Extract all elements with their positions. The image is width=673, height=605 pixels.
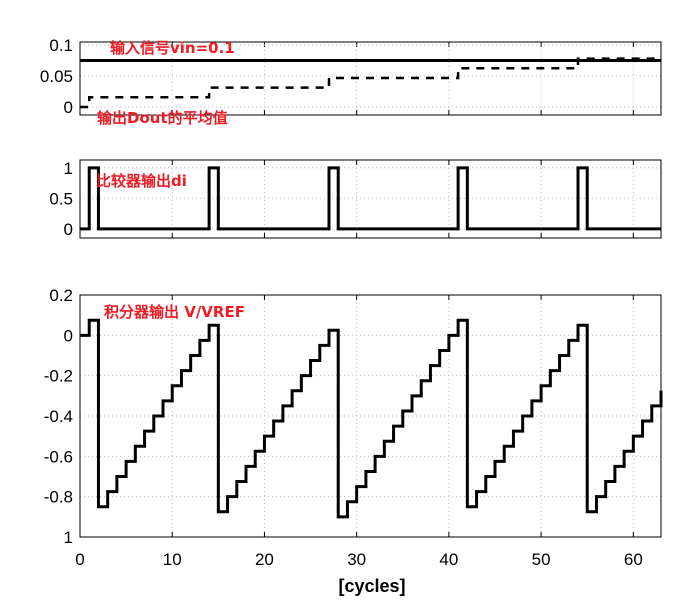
y-tick-label: -0.2 bbox=[44, 367, 73, 386]
y-tick-label: 0 bbox=[64, 98, 73, 117]
y-tick-label: 0.05 bbox=[40, 67, 73, 86]
x-axis-label: [cycles] bbox=[338, 576, 405, 596]
x-tick-label: 40 bbox=[439, 550, 458, 569]
y-tick-label: 0.5 bbox=[49, 189, 73, 208]
subplot-vin-dout: 0.1 0.05 0 bbox=[40, 36, 662, 117]
x-tick-label: 60 bbox=[624, 550, 643, 569]
x-tick-label: 50 bbox=[532, 550, 551, 569]
series-line-dashed bbox=[80, 57, 661, 109]
subplot-integrator: 0.20-0.2-0.4-0.6-0.810 10 20 30 40 50 60 bbox=[44, 286, 663, 569]
series-line-solid bbox=[80, 318, 663, 519]
annotation-dout-average: 输出Dout的平均值 bbox=[97, 109, 228, 127]
axes-box bbox=[79, 41, 662, 116]
annotation-vin: 输入信号vin=0.1 bbox=[110, 39, 235, 57]
axes-box bbox=[79, 294, 662, 538]
y-tick-label: 0 bbox=[64, 220, 73, 239]
y-tick-label: 1 bbox=[64, 528, 73, 547]
y-tick-label: 1 bbox=[64, 159, 73, 178]
y-tick-label: -0.8 bbox=[44, 488, 73, 507]
x-tick-label: 20 bbox=[255, 550, 274, 569]
subplot-comparator-di: 10.50 bbox=[49, 159, 662, 239]
y-tick-label: -0.6 bbox=[44, 447, 73, 466]
series-line-solid bbox=[80, 166, 661, 231]
y-tick-label: -0.4 bbox=[44, 407, 73, 426]
annotation-di: 比较器输出di bbox=[96, 172, 187, 190]
y-tick-label: 0.1 bbox=[49, 36, 73, 55]
y-tick-label: 0 bbox=[64, 326, 73, 345]
y-tick-label: 0.2 bbox=[49, 286, 73, 305]
x-tick-label: 10 bbox=[163, 550, 182, 569]
axes-box bbox=[79, 159, 662, 239]
x-tick-label: 0 bbox=[75, 550, 84, 569]
annotation-integrator: 积分器输出 V/VREF bbox=[104, 303, 245, 321]
x-tick-label: 30 bbox=[347, 550, 366, 569]
